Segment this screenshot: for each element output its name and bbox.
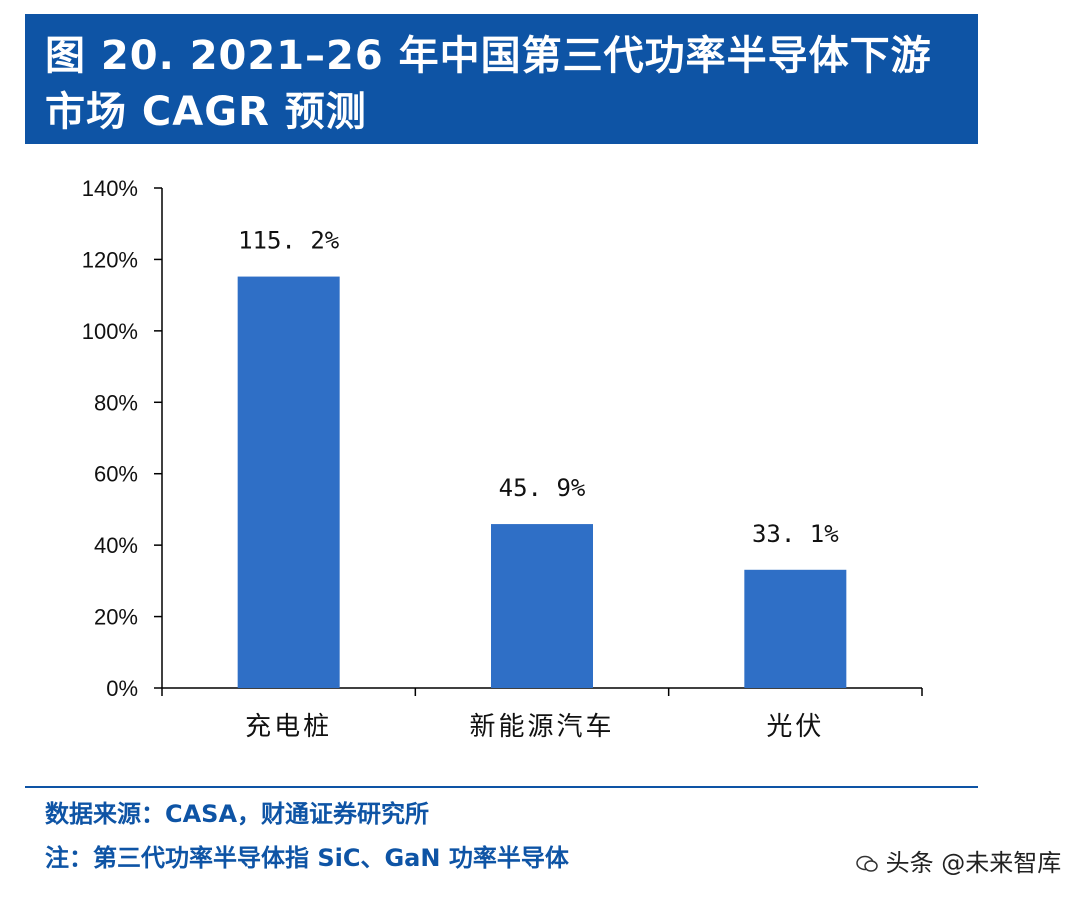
x-tick-label: 新能源汽车: [469, 712, 614, 742]
data-label: 115. 2%: [238, 227, 340, 255]
bar: [744, 569, 847, 688]
y-tick-label: 100%: [82, 319, 138, 344]
footer-divider: [25, 786, 978, 788]
wechat-icon: [856, 855, 878, 872]
x-tick-label: 充电桩: [245, 712, 332, 742]
bar-chart: 0% 20% 40% 60% 80% 100% 120% 140% 115. 2% 充电桩 45. …: [0, 160, 1080, 780]
bar: [491, 524, 593, 688]
x-tick-label: 光伏: [766, 712, 824, 742]
y-tick-label: 140%: [82, 176, 138, 201]
y-tick-label: 0%: [106, 676, 138, 701]
watermark: 头条 @未来智库: [856, 843, 1061, 878]
data-source: 数据来源：CASA，财通证券研究所: [45, 800, 430, 828]
chart-canvas: 0% 20% 40% 60% 80% 100% 120% 140% 115. 2% 充电桩 45. …: [82, 176, 923, 742]
y-tick-label: 120%: [82, 247, 138, 272]
data-label: 33. 1%: [752, 520, 839, 548]
watermark-text: 头条 @未来智库: [885, 849, 1062, 877]
y-tick-label: 40%: [94, 533, 138, 558]
bar: [237, 276, 340, 688]
y-tick-label: 20%: [94, 605, 138, 630]
data-label: 45. 9%: [499, 474, 586, 502]
y-tick-label: 80%: [94, 390, 138, 415]
footnote: 注：第三代功率半导体指 SiC、GaN 功率半导体: [45, 844, 569, 872]
title-banner: 图 20. 2021–26 年中国第三代功率半导体下游市场 CAGR 预测: [25, 14, 978, 144]
figure-title: 图 20. 2021–26 年中国第三代功率半导体下游市场 CAGR 预测: [45, 33, 932, 135]
y-tick-label: 60%: [94, 462, 138, 487]
